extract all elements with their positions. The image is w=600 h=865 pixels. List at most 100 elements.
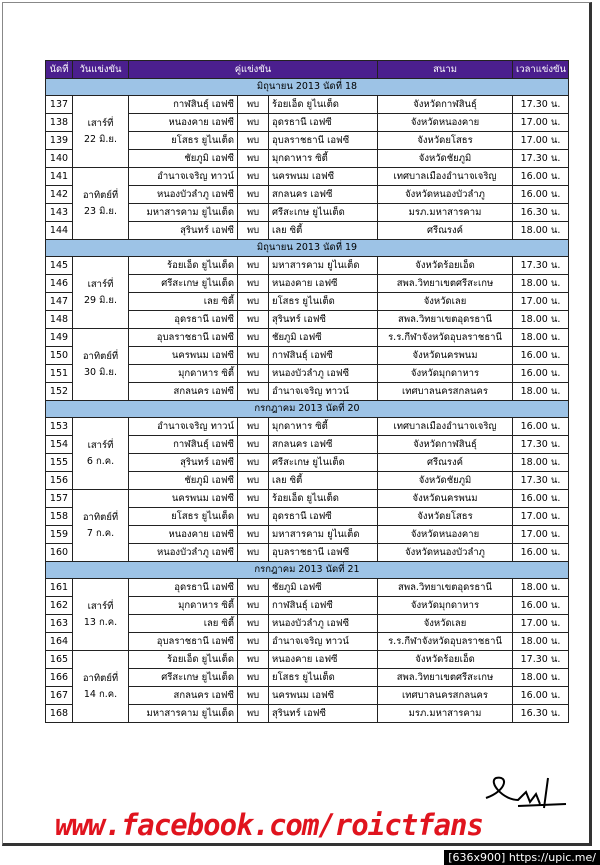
kickoff-time: 16.30 น. <box>512 203 570 222</box>
venue: จังหวัดมุกดาหาร <box>377 364 514 383</box>
frame <box>2 2 592 846</box>
away-team: มหาสารคาม ยูไนเต็ด <box>267 256 379 275</box>
away-team: มุกดาหาร ซิตี้ <box>267 149 379 168</box>
match-number: 157 <box>45 489 73 508</box>
match-day: เสาร์ที่ 29 มิ.ย. <box>72 256 129 329</box>
match-number: 143 <box>45 203 73 222</box>
away-team: ศรีสะเกษ ยูไนเต็ด <box>267 453 379 472</box>
versus: พบ <box>237 435 269 454</box>
watermark: [636x900] https://upic.me/ <box>444 850 600 865</box>
home-team: หนองบัวลำภู เอฟซี <box>128 185 238 204</box>
versus: พบ <box>237 525 269 544</box>
home-team: อุดรธานี เอฟซี <box>128 578 238 597</box>
kickoff-time: 17.00 น. <box>512 614 570 633</box>
kickoff-time: 18.00 น. <box>512 632 570 651</box>
kickoff-time: 17.00 น. <box>512 131 570 150</box>
away-team: อุบลราชธานี เอฟซี <box>267 543 379 562</box>
match-row: 168 มหาสารคาม ยูไนเต็ด พบ สุรินทร์ เอฟซี มรภ… <box>45 704 570 723</box>
match-day: เสาร์ที่ 13 ก.ค. <box>72 578 129 651</box>
match-number: 161 <box>45 578 73 597</box>
match-day: อาทิตย์ที่ 7 ก.ค. <box>72 489 129 562</box>
day-line: อาทิตย์ที่ <box>82 350 119 362</box>
section-row: กรกฎาคม 2013 นัดที่ 21 <box>44 561 570 579</box>
venue: จังหวัดหนองคาย <box>377 113 514 132</box>
versus: พบ <box>237 113 269 132</box>
versus: พบ <box>237 632 269 651</box>
home-team: หนองคาย เอฟซี <box>128 113 238 132</box>
schedule-table: นัดที่ วันแข่งขัน คู่แข่งขัน สนาม เวลาแข่งขั… <box>44 60 570 723</box>
day-line: 29 มิ.ย. <box>84 294 117 306</box>
versus: พบ <box>237 596 269 615</box>
match-number: 155 <box>45 453 73 472</box>
away-team: มหาสารคาม ยูไนเต็ด <box>267 525 379 544</box>
match-row: 157 อาทิตย์ที่ 7 ก.ค. นครพนม เอฟซี พบ ร้อยเอ็… <box>45 489 570 562</box>
away-team: สกลนคร เอฟซี <box>267 185 379 204</box>
match-number: 165 <box>45 650 73 669</box>
away-team: อำนาจเจริญ ทาวน์ <box>267 632 379 651</box>
versus: พบ <box>237 417 269 436</box>
match-number: 164 <box>45 632 73 651</box>
kickoff-time: 16.00 น. <box>512 417 570 436</box>
signature <box>485 776 567 809</box>
kickoff-time: 17.30 น. <box>512 95 570 114</box>
home-team: สกลนคร เอฟซี <box>128 382 238 401</box>
kickoff-time: 16.00 น. <box>512 686 570 705</box>
column-header: วันแข่งขัน <box>72 60 129 79</box>
venue: สพล.วิทยาเขตศรีสะเกษ <box>377 668 514 687</box>
away-team: สุรินทร์ เอฟซี <box>267 704 379 723</box>
versus: พบ <box>237 131 269 150</box>
venue: ร.ร.กีฬาจังหวัดอุบลราชธานี <box>377 632 514 651</box>
away-team: ร้อยเอ็ด ยูไนเต็ด <box>267 95 379 114</box>
versus: พบ <box>237 203 269 222</box>
match-number: 138 <box>45 113 73 132</box>
kickoff-time: 17.30 น. <box>512 650 570 669</box>
away-team: นครพนม เอฟซี <box>267 686 379 705</box>
match-number: 162 <box>45 596 73 615</box>
match-row: 154 กาฬสินธุ์ เอฟซี พบ สกลนคร เอฟซี จังหวัดก… <box>45 435 570 454</box>
day-line: 22 มิ.ย. <box>84 133 117 145</box>
match-number: 149 <box>45 328 73 347</box>
versus: พบ <box>237 256 269 275</box>
column-header: เวลาแข่งขัน <box>512 60 570 79</box>
venue: จังหวัดยโสธร <box>377 131 514 150</box>
match-row: 153 เสาร์ที่ 6 ก.ค. อำนาจเจริญ ทาวน์ พบ มุกดา… <box>45 417 570 490</box>
kickoff-time: 16.00 น. <box>512 167 570 186</box>
home-team: ยโสธร ยูไนเต็ด <box>128 131 238 150</box>
facebook-link: www.facebook.com/roictfans <box>55 808 484 842</box>
versus: พบ <box>237 328 269 347</box>
venue: มรภ.มหาสารคาม <box>377 203 514 222</box>
match-number: 167 <box>45 686 73 705</box>
away-team: หนองบัวลำภู เอฟซี <box>267 364 379 383</box>
match-number: 163 <box>45 614 73 633</box>
kickoff-time: 18.00 น. <box>512 221 570 240</box>
away-team: กาฬสินธุ์ เอฟซี <box>267 346 379 365</box>
venue: จังหวัดหนองคาย <box>377 525 514 544</box>
kickoff-time: 18.00 น. <box>512 578 570 597</box>
home-team: ร้อยเอ็ด ยูไนเต็ด <box>128 256 238 275</box>
home-team: หนองบัวลำภู เอฟซี <box>128 543 238 562</box>
match-row: 141 อาทิตย์ที่ 23 มิ.ย. อำนาจเจริญ ทาวน์ พบน… <box>45 167 570 240</box>
venue: เทศบาลนครสกลนคร <box>377 382 514 401</box>
kickoff-time: 18.00 น. <box>512 668 570 687</box>
header-row: นัดที่ วันแข่งขัน คู่แข่งขัน สนาม เวลาแข่งขั… <box>45 60 570 79</box>
column-header: คู่แข่งขัน <box>127 60 379 79</box>
away-team: เลย ซิตี้ <box>267 471 379 490</box>
match-day: อาทิตย์ที่ 23 มิ.ย. <box>72 167 129 240</box>
versus: พบ <box>237 292 269 311</box>
versus: พบ <box>237 704 269 723</box>
match-number: 151 <box>45 364 73 383</box>
match-row: 146 ศรีสะเกษ ยูไนเต็ด พบ หนองคาย เอฟซี สพล.ว… <box>45 274 570 293</box>
kickoff-time: 17.30 น. <box>512 471 570 490</box>
kickoff-time: 17.00 น. <box>512 525 570 544</box>
home-team: มุกดาหาร ซิตี้ <box>128 596 238 615</box>
versus: พบ <box>237 346 269 365</box>
section-title: มิถุนายน 2013 นัดที่ 18 <box>44 78 570 96</box>
away-team: หนองคาย เอฟซี <box>267 650 379 669</box>
away-team: อุดรธานี เอฟซี <box>267 507 379 526</box>
match-number: 142 <box>45 185 73 204</box>
match-row: 142 หนองบัวลำภู เอฟซี พบ สกลนคร เอฟซี จังหวั… <box>45 185 570 204</box>
match-row: 165 อาทิตย์ที่ 14 ก.ค. ร้อยเอ็ด ยูไนเต็ด พบห… <box>45 650 570 723</box>
away-team: กาฬสินธุ์ เอฟซี <box>267 596 379 615</box>
kickoff-time: 17.30 น. <box>512 256 570 275</box>
